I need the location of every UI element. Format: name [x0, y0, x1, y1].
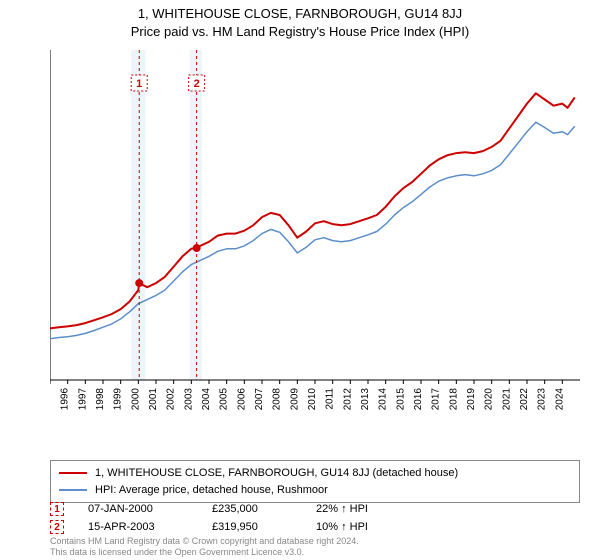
- svg-text:2021: 2021: [501, 388, 512, 411]
- sale-hpi: 22% ↑ HPI: [316, 503, 368, 515]
- svg-text:2013: 2013: [360, 388, 371, 411]
- svg-text:2006: 2006: [236, 388, 247, 411]
- legend: 1, WHITEHOUSE CLOSE, FARNBOROUGH, GU14 8…: [50, 460, 580, 503]
- sale-hpi: 10% ↑ HPI: [316, 521, 368, 533]
- svg-text:2004: 2004: [201, 388, 212, 411]
- sale-row: 2 15-APR-2003 £319,950 10% ↑ HPI: [50, 520, 580, 534]
- svg-text:2011: 2011: [325, 388, 336, 410]
- legend-swatch: [59, 489, 87, 491]
- svg-text:2010: 2010: [307, 388, 318, 411]
- svg-text:1998: 1998: [95, 388, 106, 411]
- svg-text:2014: 2014: [378, 388, 389, 411]
- footer-attribution: Contains HM Land Registry data © Crown c…: [50, 536, 580, 559]
- price-chart: £0£100K£200K£300K£400K£500K£600K£700K£80…: [50, 50, 580, 420]
- legend-item: HPI: Average price, detached house, Rush…: [59, 482, 571, 499]
- sales-table: 1 07-JAN-2000 £235,000 22% ↑ HPI 2 15-AP…: [50, 502, 580, 538]
- sale-marker-icon: 2: [50, 520, 64, 534]
- svg-text:1: 1: [136, 78, 142, 90]
- svg-text:2001: 2001: [148, 388, 159, 411]
- svg-text:2018: 2018: [448, 388, 459, 411]
- svg-text:2019: 2019: [466, 388, 477, 411]
- svg-text:2020: 2020: [484, 388, 495, 411]
- svg-text:2017: 2017: [431, 388, 442, 411]
- svg-text:2005: 2005: [219, 388, 230, 411]
- svg-text:1997: 1997: [77, 388, 88, 411]
- sale-date: 15-APR-2003: [88, 521, 188, 533]
- chart-title-address: 1, WHITEHOUSE CLOSE, FARNBOROUGH, GU14 8…: [0, 6, 600, 21]
- sale-date: 07-JAN-2000: [88, 503, 188, 515]
- footer-line: Contains HM Land Registry data © Crown c…: [50, 536, 359, 546]
- svg-text:2024: 2024: [554, 388, 565, 411]
- svg-text:2002: 2002: [166, 388, 177, 411]
- legend-item: 1, WHITEHOUSE CLOSE, FARNBOROUGH, GU14 8…: [59, 465, 571, 482]
- legend-label: HPI: Average price, detached house, Rush…: [95, 482, 328, 499]
- svg-text:1996: 1996: [60, 388, 71, 411]
- svg-text:1999: 1999: [113, 388, 124, 411]
- svg-text:2007: 2007: [254, 388, 265, 411]
- svg-text:2015: 2015: [395, 388, 406, 411]
- legend-swatch: [59, 472, 87, 474]
- svg-text:2022: 2022: [519, 388, 530, 411]
- svg-text:2016: 2016: [413, 388, 424, 411]
- svg-text:2003: 2003: [183, 388, 194, 411]
- svg-text:2012: 2012: [342, 388, 353, 411]
- svg-text:2023: 2023: [537, 388, 548, 411]
- footer-line: This data is licensed under the Open Gov…: [50, 547, 304, 557]
- svg-text:2009: 2009: [289, 388, 300, 411]
- legend-label: 1, WHITEHOUSE CLOSE, FARNBOROUGH, GU14 8…: [95, 465, 458, 482]
- chart-title-sub: Price paid vs. HM Land Registry's House …: [0, 24, 600, 39]
- sale-marker-icon: 1: [50, 502, 64, 516]
- svg-text:1995: 1995: [50, 388, 53, 411]
- svg-text:2: 2: [194, 78, 200, 90]
- svg-text:2008: 2008: [272, 388, 283, 411]
- svg-text:2000: 2000: [130, 388, 141, 411]
- sale-price: £319,950: [212, 521, 292, 533]
- sale-price: £235,000: [212, 503, 292, 515]
- sale-row: 1 07-JAN-2000 £235,000 22% ↑ HPI: [50, 502, 580, 516]
